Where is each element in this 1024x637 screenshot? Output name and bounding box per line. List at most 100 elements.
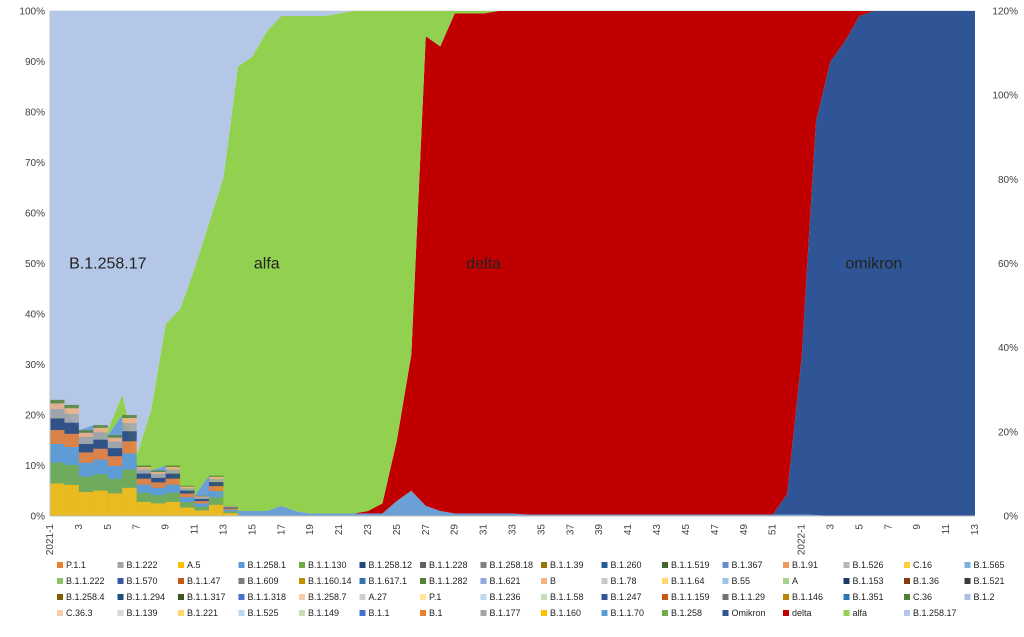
y-left-tick-label: 100% xyxy=(19,7,45,18)
legend-item: B.1.258.7 xyxy=(299,592,347,602)
legend-item: delta xyxy=(783,608,812,618)
x-tick-label: 7 xyxy=(132,524,143,530)
legend-label: B.1.521 xyxy=(974,576,1005,586)
legend-label: B.1.1.228 xyxy=(429,560,468,570)
legend-swatch xyxy=(239,610,245,616)
minor-lineage-band xyxy=(166,466,180,468)
y-left-tick-label: 70% xyxy=(25,158,45,169)
minor-lineage-band xyxy=(79,433,93,437)
legend-swatch xyxy=(541,562,547,568)
legend-label: B.1.236 xyxy=(490,592,521,602)
legend-swatch xyxy=(844,578,850,584)
legend-item: P.1 xyxy=(420,592,441,602)
x-tick-label: 15 xyxy=(247,524,258,536)
minor-lineage-band xyxy=(50,483,64,516)
legend-label: B.1.177 xyxy=(490,608,521,618)
legend-swatch xyxy=(360,594,366,600)
legend-swatch xyxy=(783,562,789,568)
x-tick-label: 17 xyxy=(276,524,287,536)
legend-swatch xyxy=(783,578,789,584)
legend-label: B.1.1.58 xyxy=(550,592,584,602)
legend-swatch xyxy=(541,610,547,616)
legend-item: B.1.1.58 xyxy=(541,592,584,602)
minor-lineage-band xyxy=(122,415,136,418)
minor-lineage-band xyxy=(122,431,136,441)
legend-item: B.1.570 xyxy=(118,576,158,586)
x-tick-label: 47 xyxy=(710,524,721,536)
legend-label: B.1.351 xyxy=(853,592,884,602)
x-tick-label: 11 xyxy=(190,524,201,535)
legend-swatch xyxy=(602,578,608,584)
y-left-tick-label: 50% xyxy=(25,259,45,270)
legend-swatch xyxy=(299,610,305,616)
legend-swatch xyxy=(602,610,608,616)
legend-label: B.1.149 xyxy=(308,608,339,618)
x-tick-label: 13 xyxy=(970,524,981,536)
minor-lineage-band xyxy=(122,418,136,423)
legend-label: B.1.146 xyxy=(792,592,823,602)
legend-item: B.1.1.29 xyxy=(723,592,766,602)
minor-lineage-band xyxy=(137,466,151,468)
minor-lineage-band xyxy=(64,405,78,408)
legend-label: A.27 xyxy=(369,592,388,602)
y-left-tick-label: 20% xyxy=(25,411,45,422)
legend-item: B.1.1 xyxy=(360,608,390,618)
legend-item: B.1.160.14 xyxy=(299,576,352,586)
x-tick-label: 27 xyxy=(421,524,432,536)
legend-swatch xyxy=(57,594,63,600)
x-tick-label: 29 xyxy=(450,524,461,536)
legend-item: B.1.2 xyxy=(965,592,995,602)
minor-lineage-band xyxy=(50,418,64,430)
x-tick-label: 3 xyxy=(74,524,85,530)
legend-label: B.1.1.64 xyxy=(671,576,705,586)
legend-label: B.1.258.7 xyxy=(308,592,347,602)
minor-lineage-band xyxy=(64,408,78,414)
legend-item: C.16 xyxy=(904,560,932,570)
y-left-tick-label: 10% xyxy=(25,461,45,472)
legend-label: B.1.247 xyxy=(611,592,642,602)
legend-label: B.1.258 xyxy=(671,608,702,618)
legend-item: B.1.258.1 xyxy=(239,560,287,570)
region-label-omikron: omikron xyxy=(845,256,902,273)
minor-lineage-band xyxy=(166,470,180,474)
legend-label: delta xyxy=(792,608,812,618)
x-tick-label: 41 xyxy=(623,524,634,536)
minor-lineage-band xyxy=(151,478,165,483)
legend-item: A.27 xyxy=(360,592,388,602)
y-right-tick-label: 20% xyxy=(998,427,1018,438)
legend-item: B.1.617.1 xyxy=(360,576,408,586)
minor-lineage-band xyxy=(180,486,194,487)
legend-label: B.1.258.4 xyxy=(66,592,105,602)
minor-lineage-band xyxy=(209,482,223,486)
minor-lineage-band xyxy=(108,435,122,437)
legend-item: Omikron xyxy=(723,608,766,618)
legend-label: B xyxy=(550,576,556,586)
legend-swatch xyxy=(57,610,63,616)
minor-lineage-band xyxy=(50,409,64,418)
y-left-tick-label: 90% xyxy=(25,57,45,68)
region-label-b-1-258-17: B.1.258.17 xyxy=(69,256,147,273)
legend-label: Omikron xyxy=(732,608,766,618)
legend-label: B.1.609 xyxy=(248,576,279,586)
minor-lineage-band xyxy=(195,496,209,497)
legend-swatch xyxy=(904,578,910,584)
x-tick-label: 23 xyxy=(363,524,374,536)
legend-swatch xyxy=(178,562,184,568)
minor-lineage-band xyxy=(64,447,78,465)
legend-swatch xyxy=(178,610,184,616)
legend-swatch xyxy=(662,594,668,600)
legend-swatch xyxy=(420,594,426,600)
legend-item: B.1.153 xyxy=(844,576,884,586)
y-right-tick-label: 120% xyxy=(992,7,1018,18)
minor-lineage-band xyxy=(166,474,180,479)
legend-item: B.1.525 xyxy=(239,608,279,618)
minor-lineage-band xyxy=(180,497,194,502)
minor-lineage-band xyxy=(166,479,180,485)
legend-item: B.1.621 xyxy=(481,576,521,586)
x-tick-label: 13 xyxy=(218,524,229,536)
minor-lineage-band xyxy=(93,428,107,433)
legend-label: B.1.1.317 xyxy=(187,592,226,602)
minor-lineage-band xyxy=(223,509,237,510)
legend-label: B.1.621 xyxy=(490,576,521,586)
